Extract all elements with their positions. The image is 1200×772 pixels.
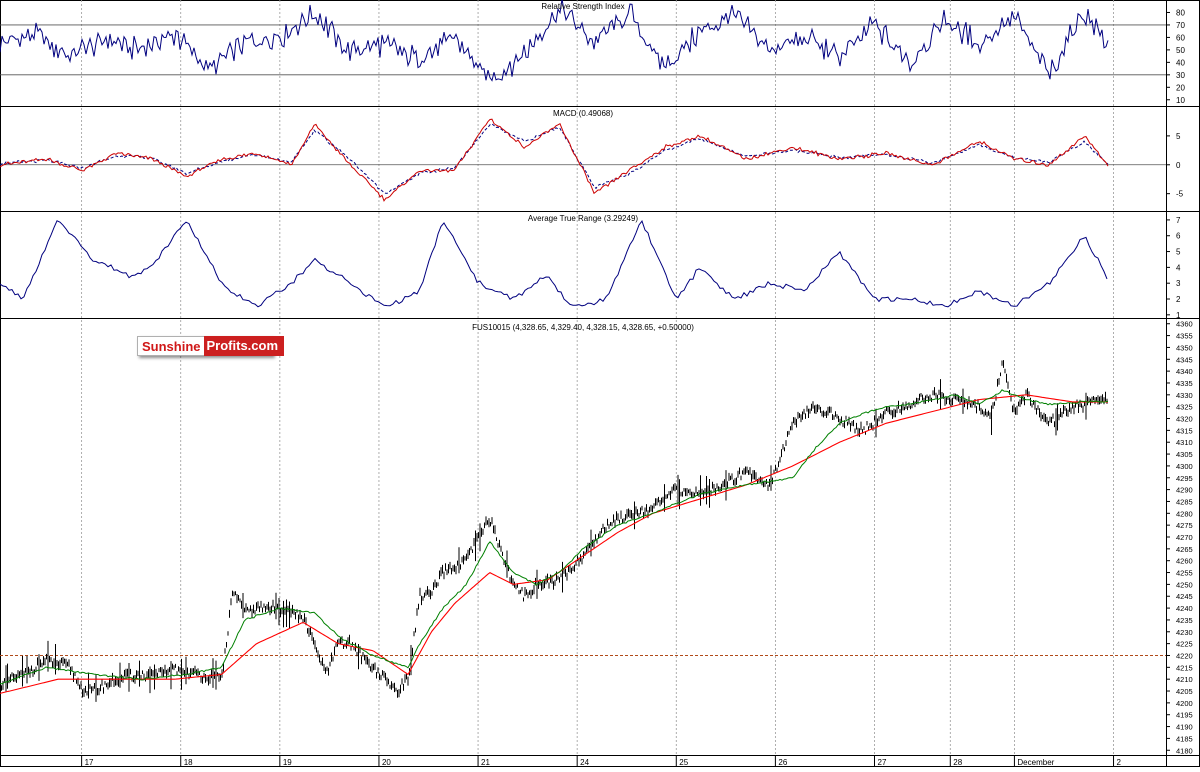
macd-signal-line [0, 123, 1109, 194]
logo-part-sunshine: Sunshine [137, 336, 204, 356]
rsi-y-tick-label: 30 [1176, 71, 1185, 80]
atr-y-tick-label: 4 [1176, 263, 1181, 272]
price-y-tick-label: 4295 [1176, 474, 1193, 483]
rsi-y-tick-label: 40 [1176, 58, 1185, 67]
macd-y-tick-label: -5 [1176, 190, 1184, 199]
price-y-tick-label: 4260 [1176, 557, 1193, 566]
x-tick-label-20: 20 [382, 758, 391, 767]
rsi-y-tick-label: 10 [1176, 96, 1185, 105]
price-y-tick-label: 4280 [1176, 509, 1193, 518]
x-tick-label-18: 18 [184, 758, 193, 767]
price-y-tick-label: 4325 [1176, 403, 1193, 412]
atr-y-tick-label: 7 [1176, 216, 1181, 225]
rsi-y-tick-label: 70 [1176, 21, 1185, 30]
rsi-title: Relative Strength Index [541, 2, 624, 11]
atr-y-tick-label: 3 [1176, 279, 1181, 288]
sunshine-profits-logo[interactable]: Sunshine Profits.com [137, 336, 285, 356]
price-y-tick-label: 4205 [1176, 687, 1193, 696]
logo-part-profits: Profits.com [203, 336, 285, 356]
price-y-tick-label: 4315 [1176, 426, 1193, 435]
price-y-tick-label: 4310 [1176, 438, 1193, 447]
x-tick-label-28: 28 [953, 758, 962, 767]
price-y-tick-label: 4305 [1176, 450, 1193, 459]
x-tick-label-17: 17 [85, 758, 94, 767]
atr-y-tick-label: 1 [1176, 311, 1181, 320]
macd-y-tick-label: 0 [1176, 161, 1181, 170]
price-bars [0, 360, 1108, 702]
price-y-tick-label: 4195 [1176, 711, 1193, 720]
price-y-tick-label: 4250 [1176, 580, 1193, 589]
rsi-y-tick-label: 20 [1176, 83, 1185, 92]
price-y-tick-label: 4200 [1176, 699, 1193, 708]
price-y-tick-label: 4335 [1176, 379, 1193, 388]
rsi-y-tick-label: 50 [1176, 46, 1185, 55]
macd-line [0, 118, 1109, 202]
price-y-tick-label: 4240 [1176, 604, 1193, 613]
x-tick-label-25: 25 [679, 758, 688, 767]
atr-y-tick-label: 2 [1176, 295, 1181, 304]
price-y-tick-label: 4245 [1176, 592, 1193, 601]
x-tick-label-27: 27 [878, 758, 887, 767]
price-y-tick-label: 4230 [1176, 628, 1193, 637]
x-tick-label-26: 26 [778, 758, 787, 767]
x-tick-label-19: 19 [283, 758, 292, 767]
atr-title: Average True Range (3.29249) [528, 214, 638, 223]
price-y-tick-label: 4270 [1176, 533, 1193, 542]
x-tick-label-21: 21 [481, 758, 490, 767]
price-y-tick-label: 4225 [1176, 640, 1193, 649]
price-y-tick-label: 4235 [1176, 616, 1193, 625]
price-y-tick-label: 4320 [1176, 415, 1193, 424]
moving-average-long [0, 394, 1108, 694]
price-y-tick-label: 4180 [1176, 746, 1193, 755]
moving-average-short [0, 389, 1109, 685]
price-y-tick-label: 4290 [1176, 486, 1193, 495]
price-y-tick-label: 4185 [1176, 734, 1193, 743]
price-y-tick-label: 4340 [1176, 367, 1193, 376]
x-tick-label-2: 2 [1117, 758, 1122, 767]
price-y-tick-label: 4215 [1176, 663, 1193, 672]
price-y-tick-label: 4255 [1176, 569, 1193, 578]
price-y-tick-label: 4360 [1176, 320, 1193, 329]
price-y-tick-label: 4350 [1176, 343, 1193, 352]
price-y-tick-label: 4300 [1176, 462, 1193, 471]
rsi-y-tick-label: 80 [1176, 8, 1185, 17]
price-y-tick-label: 4265 [1176, 545, 1193, 554]
x-tick-label-24: 24 [580, 758, 589, 767]
atr-line [0, 220, 1108, 308]
price-y-tick-label: 4190 [1176, 723, 1193, 732]
macd-title: MACD (0.49068) [553, 109, 613, 118]
price-title: FUS10015 (4,328.65, 4,329.40, 4,328.15, … [472, 323, 694, 332]
x-tick-label-december: December [1017, 758, 1054, 767]
atr-y-tick-label: 6 [1176, 232, 1181, 241]
price-y-tick-label: 4285 [1176, 497, 1193, 506]
atr-y-tick-label: 5 [1176, 248, 1181, 257]
rsi-y-tick-label: 60 [1176, 33, 1185, 42]
price-y-tick-label: 4275 [1176, 521, 1193, 530]
price-y-tick-label: 4210 [1176, 675, 1193, 684]
price-y-tick-label: 4330 [1176, 391, 1193, 400]
price-y-tick-label: 4345 [1176, 355, 1193, 364]
price-y-tick-label: 4355 [1176, 332, 1193, 341]
macd-y-tick-label: 5 [1176, 132, 1181, 141]
price-y-tick-label: 4220 [1176, 651, 1193, 660]
rsi-line [0, 0, 1109, 82]
